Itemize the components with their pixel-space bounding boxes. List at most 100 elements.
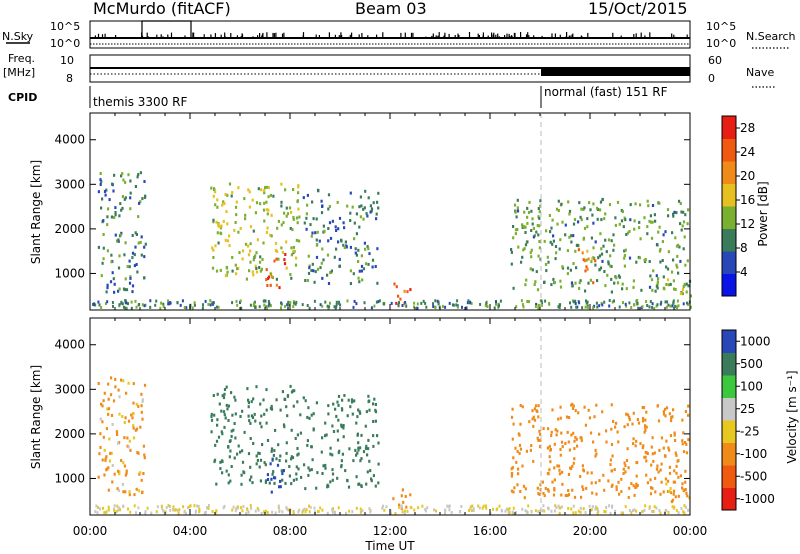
echo-cell	[614, 425, 617, 429]
echo-cell	[103, 190, 107, 193]
colorbar-segment	[722, 465, 736, 488]
echo-cell	[538, 246, 541, 250]
echo-cell	[224, 274, 227, 278]
echo-cell	[672, 214, 675, 218]
echo-cell	[281, 478, 284, 482]
echo-cell	[667, 283, 670, 287]
echo-cell	[374, 403, 377, 406]
echo-cell	[297, 191, 300, 195]
echo-cell	[292, 217, 295, 221]
echo-cell	[342, 435, 345, 439]
echo-cell	[275, 398, 278, 402]
ground-scatter-cell	[304, 510, 307, 514]
echo-cell	[549, 240, 552, 244]
ground-scatter-cell	[209, 299, 212, 303]
echo-cell	[516, 450, 519, 453]
ground-scatter-cell	[613, 299, 615, 303]
ground-scatter-cell	[167, 302, 170, 306]
echo-cell	[240, 473, 243, 477]
echo-cell	[641, 419, 645, 423]
ground-scatter-cell	[653, 505, 656, 509]
echo-cell	[220, 224, 223, 228]
echo-cell	[118, 254, 121, 258]
ground-scatter-cell	[596, 305, 599, 309]
echo-cell	[236, 452, 239, 456]
echo-cell	[524, 225, 527, 229]
echo-cell	[276, 463, 280, 467]
ground-scatter-cell	[194, 510, 197, 514]
echo-cell	[685, 282, 688, 286]
ground-scatter-cell	[603, 300, 606, 304]
ground-scatter-cell	[176, 301, 179, 304]
ground-scatter-cell	[240, 306, 243, 310]
ground-scatter-cell	[540, 299, 543, 303]
echo-cell	[128, 493, 131, 497]
echo-cell	[231, 413, 234, 417]
echo-cell	[359, 446, 362, 450]
echo-cell	[549, 448, 552, 451]
ground-scatter-cell	[403, 511, 406, 515]
echo-cell	[331, 468, 334, 472]
echo-cell	[357, 248, 360, 252]
echo-cell	[642, 406, 646, 410]
echo-cell	[556, 429, 559, 433]
echo-cell	[580, 207, 583, 211]
y-tick-label: 2000	[54, 427, 85, 441]
echo-cell	[357, 441, 360, 445]
echo-cell	[535, 230, 538, 234]
echo-cell	[240, 482, 243, 486]
echo-cell	[114, 233, 117, 237]
ground-scatter-cell	[674, 304, 677, 308]
noise-trace	[90, 20, 690, 45]
ground-scatter-cell	[215, 305, 218, 309]
echo-cell	[624, 218, 627, 222]
ground-scatter-cell	[351, 510, 354, 514]
ground-scatter-cell	[209, 303, 212, 307]
echo-cell	[122, 379, 125, 383]
ground-scatter-cell	[665, 305, 668, 309]
echo-cell	[644, 258, 647, 261]
echo-cell	[668, 490, 671, 493]
echo-cell	[223, 392, 226, 396]
ground-scatter-cell	[370, 306, 373, 310]
echo-cell	[288, 465, 291, 468]
ground-scatter-cell	[451, 303, 454, 307]
echo-cell	[642, 416, 645, 420]
ground-scatter-cell	[295, 300, 298, 304]
echo-cell	[133, 264, 136, 268]
echo-cell	[332, 402, 335, 406]
echo-cell	[113, 216, 116, 219]
echo-cell	[336, 400, 339, 404]
ground-scatter-cell	[417, 506, 420, 510]
echo-cell	[286, 212, 290, 216]
ground-scatter-cell	[144, 511, 147, 515]
ground-scatter-cell	[381, 506, 384, 510]
echo-cell	[295, 238, 298, 242]
echo-cell	[367, 262, 370, 266]
echo-cell	[102, 257, 105, 261]
freq-unit-label: [MHz]	[3, 66, 35, 79]
echo-cell	[320, 211, 324, 215]
ground-scatter-cell	[416, 302, 419, 306]
ground-scatter-cell	[584, 305, 587, 309]
ground-scatter-cell	[133, 504, 136, 508]
echo-cell	[109, 451, 112, 455]
echo-cell	[299, 431, 302, 435]
echo-cell	[531, 222, 534, 226]
echo-cell	[677, 475, 680, 479]
echo-cell	[262, 241, 265, 245]
echo-cell	[610, 469, 614, 473]
echo-cell	[621, 282, 624, 286]
echo-cell	[259, 421, 262, 425]
echo-cell	[331, 424, 334, 428]
echo-cell	[288, 206, 292, 210]
ground-scatter-cell	[193, 301, 196, 305]
echo-cell	[681, 418, 684, 422]
ground-scatter-cell	[285, 506, 288, 510]
echo-cell	[532, 459, 535, 463]
echo-cell	[371, 258, 375, 262]
ground-scatter-cell	[309, 505, 312, 509]
echo-cell	[685, 290, 688, 294]
echo-cell	[307, 271, 311, 275]
x-tick-label: 00:00	[73, 524, 108, 538]
